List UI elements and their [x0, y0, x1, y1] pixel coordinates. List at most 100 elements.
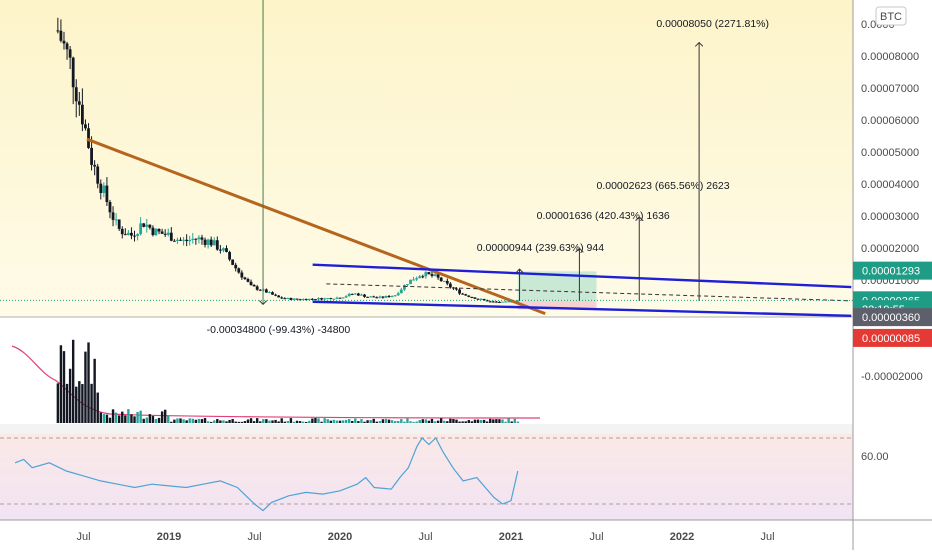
volume-bar	[127, 409, 130, 423]
volume-bar	[489, 418, 492, 423]
trendline-downtrend[interactable]	[86, 137, 546, 316]
currency-badge-bg[interactable]	[875, 6, 907, 26]
candle-body	[384, 296, 388, 298]
candle-body	[258, 289, 262, 291]
candle-body	[148, 224, 152, 228]
x-tick-label: Jul	[418, 531, 432, 543]
candle-body	[464, 294, 468, 296]
candle-body	[504, 301, 507, 303]
candle-body	[182, 239, 185, 241]
volume-bar	[409, 421, 412, 423]
volume-bar	[510, 421, 513, 423]
candle-body	[286, 297, 290, 299]
candle-body	[482, 298, 486, 301]
candle-body	[87, 128, 90, 148]
candle-body	[344, 296, 348, 298]
candle-body	[126, 232, 130, 235]
volume-bar	[191, 418, 194, 423]
candle-body	[326, 298, 330, 300]
price-axis-background	[853, 0, 932, 520]
main-panel-background	[0, 0, 853, 317]
candle-body	[218, 249, 222, 251]
volume-bar	[406, 418, 409, 423]
price-badge-bg	[853, 308, 932, 327]
currency-badge[interactable]: BTC	[880, 11, 902, 23]
volume-bar	[390, 420, 394, 423]
volume-bar	[271, 420, 274, 423]
volume-bar	[341, 420, 345, 423]
volume-bar	[111, 409, 115, 423]
volume-bar	[157, 417, 161, 423]
volume-bar	[482, 419, 486, 423]
volume-bar	[351, 420, 354, 423]
candle-body	[197, 237, 201, 240]
volume-bar	[344, 419, 348, 423]
volume-bar	[246, 419, 250, 423]
volume-bar	[314, 418, 317, 423]
volume-bar	[295, 420, 299, 423]
volume-bar	[179, 418, 182, 423]
volume-bar	[338, 420, 342, 423]
candle-body	[246, 279, 250, 282]
volume-bar	[485, 421, 489, 423]
volume-bar	[507, 418, 510, 423]
candle-body	[381, 296, 385, 298]
volume-bar	[75, 386, 78, 423]
volume-bar	[206, 421, 210, 423]
candle-body	[228, 251, 231, 260]
volume-bar	[197, 418, 201, 423]
x-tick-label: 2022	[670, 531, 694, 543]
volume-bar	[298, 421, 302, 423]
candle-body	[476, 298, 480, 300]
volume-bar	[225, 421, 228, 423]
candle-body	[191, 238, 195, 240]
volume-bar	[375, 421, 378, 423]
volume-bar	[498, 419, 501, 423]
volume-bar	[513, 418, 516, 423]
candle-body	[372, 296, 376, 298]
volume-bar	[439, 418, 443, 423]
trendline-channel-upper[interactable]	[312, 263, 852, 289]
volume-bar	[461, 421, 464, 423]
trendline-channel-lower[interactable]	[312, 300, 852, 318]
candle-body	[234, 264, 238, 269]
volume-bar	[237, 421, 240, 423]
volume-bar	[415, 421, 418, 423]
candle-body	[271, 292, 274, 295]
candle-body	[249, 281, 253, 285]
x-tick-label: 2020	[328, 531, 352, 543]
volume-bar	[323, 418, 326, 423]
volume-bar	[332, 419, 336, 423]
candle-body	[491, 301, 495, 303]
volume-bar	[329, 420, 332, 423]
candle-body	[470, 296, 474, 298]
x-tick-label: Jul	[247, 531, 261, 543]
stop-zone	[517, 300, 597, 310]
candle-body	[212, 240, 216, 246]
x-tick-label: Jul	[76, 531, 90, 543]
candle-body	[295, 298, 299, 300]
candle-body	[402, 285, 406, 290]
candle-body	[59, 30, 63, 41]
candle-body	[142, 223, 146, 227]
candlestick-series[interactable]	[56, 17, 520, 303]
volume-bar	[209, 421, 213, 423]
candle-body	[301, 299, 305, 301]
volume-bar	[231, 419, 234, 423]
candle-body	[139, 223, 143, 235]
volume-bar	[176, 418, 179, 423]
candle-body	[268, 292, 271, 294]
candle-body	[264, 289, 268, 293]
candle-body	[501, 301, 504, 303]
candle-body	[406, 284, 409, 286]
price-badge-bg	[853, 261, 932, 280]
candle-body	[458, 289, 461, 294]
volume-bar	[384, 418, 388, 423]
volume-bar	[412, 421, 415, 423]
volume-bar	[136, 412, 139, 423]
candle-body	[203, 239, 207, 245]
candle-body	[231, 259, 235, 265]
candle-body	[114, 219, 118, 221]
candle-body	[117, 219, 121, 229]
